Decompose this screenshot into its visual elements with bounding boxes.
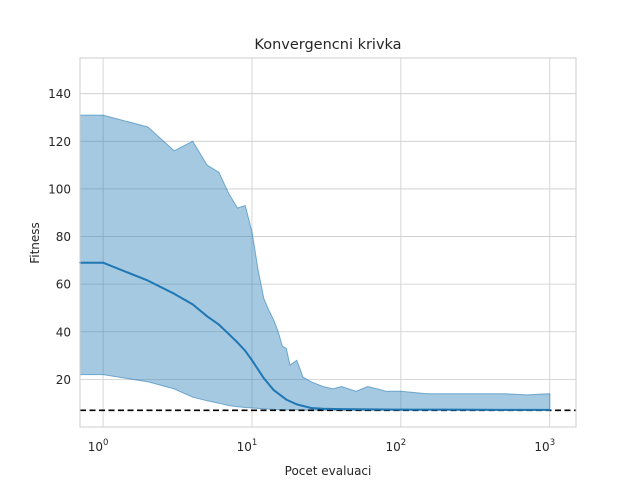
mean-point [322, 407, 324, 410]
mean-point [504, 409, 506, 411]
x-tick-exponent: 1 [252, 438, 257, 448]
mean-point [548, 409, 551, 411]
mean-point [173, 292, 176, 295]
mean-point [366, 408, 369, 411]
mean-point [310, 407, 313, 409]
y-tick-label: 100 [48, 182, 71, 196]
mean-point [272, 389, 275, 391]
y-tick-label: 20 [56, 373, 71, 387]
mean-point [147, 279, 149, 282]
plot-frame [79, 57, 577, 428]
mean-point [340, 408, 343, 410]
chart-title: Konvergencni krivka [254, 37, 401, 53]
mean-point [444, 408, 447, 411]
y-tick-label: 120 [48, 135, 71, 149]
x-tick-base: 10 [237, 440, 252, 454]
x-tick-base: 10 [88, 440, 103, 454]
mean-point [244, 349, 247, 352]
y-tick-label: 60 [56, 278, 71, 292]
mean-point [295, 403, 298, 406]
y-tick-label: 80 [56, 230, 71, 244]
y-tick-label: 40 [56, 325, 71, 339]
mean-point [218, 323, 220, 326]
grid-lines [80, 58, 576, 427]
mean-point [400, 408, 402, 411]
mean-point [236, 341, 239, 344]
x-tick-base: 10 [386, 440, 401, 454]
x-tick-exponent: 3 [550, 438, 555, 448]
x-tick-label: 101 [237, 438, 258, 454]
x-tick-labels: 100 101 102 103 [88, 438, 555, 454]
x-tick-label: 100 [88, 438, 109, 454]
y-axis-label: Fitness [28, 222, 42, 264]
mean-point [251, 359, 253, 362]
mean-point [228, 333, 230, 336]
x-tick-exponent: 2 [401, 438, 406, 448]
line-layer [79, 261, 576, 412]
x-tick-base: 10 [534, 440, 549, 454]
x-tick-label: 103 [534, 438, 555, 454]
mean-point [206, 315, 209, 318]
mean-point [285, 398, 288, 401]
mean-point [102, 261, 104, 264]
y-tick-label: 140 [48, 87, 71, 101]
plot-background [80, 58, 576, 427]
x-tick-label: 102 [386, 438, 407, 454]
x-axis-label: Pocet evaluaci [285, 464, 372, 478]
mean-point [262, 377, 265, 380]
y-tick-labels: 20 40 60 80 100 120 140 [48, 87, 71, 387]
mean-point [191, 303, 194, 306]
x-tick-exponent: 0 [103, 438, 108, 448]
